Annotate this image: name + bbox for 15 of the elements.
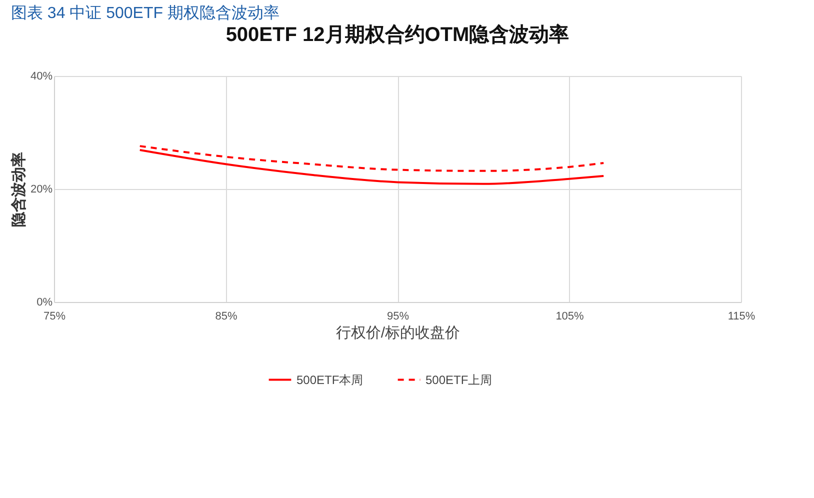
- x-tick-label: 115%: [728, 310, 756, 322]
- y-tick-label: 20%: [30, 184, 53, 196]
- x-tick-label: 85%: [215, 310, 238, 322]
- legend-label: 500ETF本周: [296, 372, 364, 387]
- x-axis-title: 行权价/标的收盘价: [336, 324, 460, 342]
- line-series: [138, 149, 605, 185]
- legend-label: 500ETF上周: [426, 372, 492, 387]
- x-tick-label: 105%: [556, 310, 584, 322]
- x-tick-label: 75%: [43, 310, 66, 322]
- y-tick-label: 40%: [30, 70, 53, 82]
- chart-title: 图表 34 中证 500ETF 期权隐含波动率: [10, 4, 280, 22]
- y-axis-title: 隐含波动率: [9, 152, 28, 227]
- y-tick-label: 0%: [36, 296, 53, 308]
- x-tick-label: 95%: [386, 310, 410, 322]
- chart-subtitle: 500ETF 12月期权合约OTM隐含波动率: [226, 23, 570, 46]
